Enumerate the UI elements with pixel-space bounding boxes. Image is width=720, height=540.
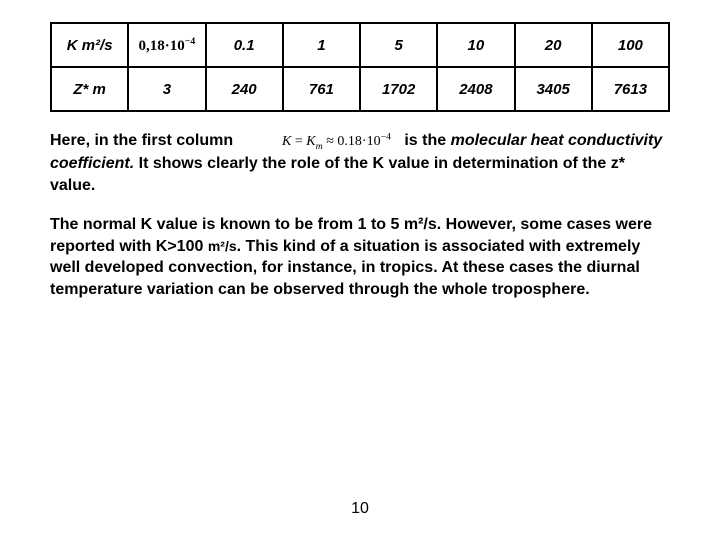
table-row: Z* m 3 240 761 1702 2408 3405 7613: [51, 67, 669, 111]
page-number: 10: [0, 500, 720, 518]
p1-part3: It shows clearly the role of the K value…: [50, 155, 625, 194]
p1-formula: K = Km ≈ 0.18·10−4: [282, 134, 391, 149]
p1-part1: Here, in the first column: [50, 132, 233, 149]
table-cell: 20: [515, 23, 592, 67]
row2-header: Z* m: [51, 67, 128, 111]
p1-part2: is the: [404, 132, 450, 149]
table-row: K m²/s 0,18·10−4 0.1 1 5 10 20 100: [51, 23, 669, 67]
data-table: K m²/s 0,18·10−4 0.1 1 5 10 20 100 Z* m …: [50, 22, 670, 112]
p2-unit: m²/s: [208, 238, 237, 254]
table-cell: 1702: [360, 67, 437, 111]
table-cell: 2408: [437, 67, 514, 111]
table-cell: 1: [283, 23, 360, 67]
table-cell: 10: [437, 23, 514, 67]
paragraph-2: The normal K value is known to be from 1…: [50, 214, 670, 300]
paragraph-1: Here, in the first column K = Km ≈ 0.18·…: [50, 130, 670, 196]
table-cell: 3: [128, 67, 205, 111]
table-cell: 0.1: [206, 23, 283, 67]
row1-formula-cell: 0,18·10−4: [128, 23, 205, 67]
row1-header: K m²/s: [51, 23, 128, 67]
table-cell: 100: [592, 23, 669, 67]
table-cell: 240: [206, 67, 283, 111]
table-cell: 5: [360, 23, 437, 67]
table-cell: 761: [283, 67, 360, 111]
table-cell: 7613: [592, 67, 669, 111]
table-cell: 3405: [515, 67, 592, 111]
